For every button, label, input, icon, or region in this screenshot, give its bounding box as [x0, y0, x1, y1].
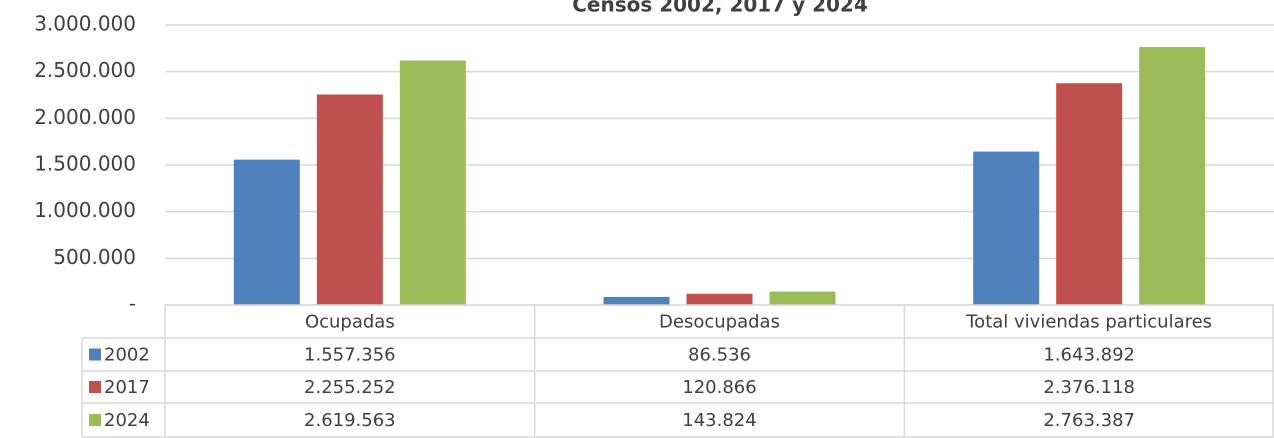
legend-label: 2024: [104, 410, 150, 431]
bar: [769, 291, 836, 305]
table-cell: 2.255.252: [304, 377, 396, 398]
y-tick-label: 3.000.000: [34, 12, 136, 36]
table-cell: 2.763.387: [1043, 410, 1135, 431]
table-cell: 143.824: [682, 410, 756, 431]
x-tick-label: Desocupadas: [659, 312, 780, 333]
table-cell: 1.643.892: [1043, 345, 1135, 366]
legend-swatch: [89, 414, 101, 426]
bar: [603, 296, 670, 305]
table-cell: 120.866: [682, 377, 756, 398]
legend-swatch: [89, 348, 101, 361]
bar: [1139, 47, 1206, 305]
legend-label: 2002: [104, 345, 150, 366]
legend-label: 2017: [104, 377, 150, 398]
table-cell: 86.536: [688, 345, 751, 366]
bar: [686, 293, 753, 305]
bar: [316, 94, 383, 305]
x-tick-label: Ocupadas: [305, 312, 395, 333]
legend-swatch: [89, 381, 101, 393]
y-tick-label: 2.500.000: [34, 58, 136, 82]
y-tick-label: 1.000.000: [34, 198, 136, 222]
bar: [233, 159, 300, 305]
y-tick-label: 1.500.000: [34, 152, 136, 176]
chart-title: Censos 2002, 2017 y 2024: [572, 0, 868, 17]
table-cell: 1.557.356: [304, 345, 396, 366]
bar: [973, 151, 1040, 305]
y-tick-label: 500.000: [53, 245, 136, 269]
bar: [1056, 83, 1123, 305]
table-cell: 2.376.118: [1043, 377, 1135, 398]
y-tick-label: -: [129, 292, 136, 316]
bar: [399, 60, 466, 306]
y-tick-label: 2.000.000: [34, 105, 136, 129]
table-cell: 2.619.563: [304, 410, 396, 431]
x-tick-label: Total viviendas particulares: [965, 312, 1212, 333]
